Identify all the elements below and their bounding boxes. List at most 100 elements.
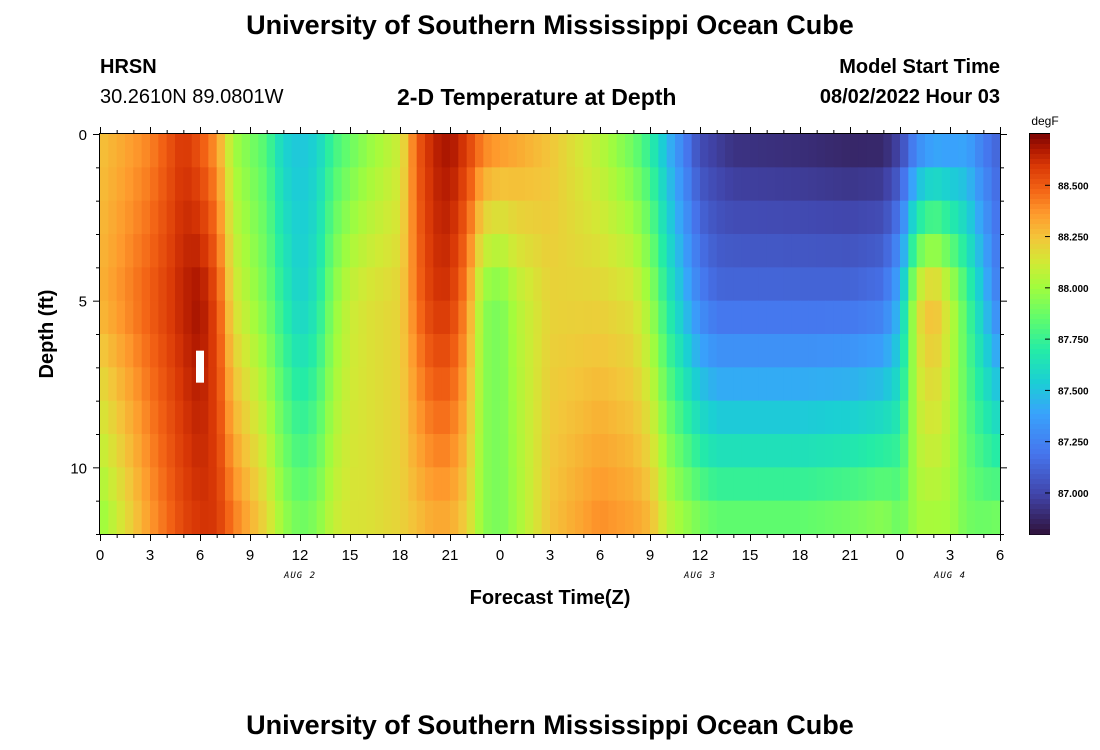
heatmap-cell <box>958 200 968 235</box>
heatmap-cell <box>858 300 868 335</box>
heatmap-cell <box>233 467 243 502</box>
heatmap-cell <box>100 134 109 168</box>
colorbar-segment <box>1030 319 1050 325</box>
heatmap-cell <box>558 134 568 168</box>
heatmap-cell <box>250 467 259 502</box>
heatmap-cell <box>850 134 859 168</box>
heatmap-cell <box>691 500 701 535</box>
heatmap-cell <box>958 467 968 502</box>
heatmap-cell <box>741 500 751 535</box>
heatmap-cell <box>500 400 509 435</box>
heatmap-cell <box>316 134 326 168</box>
colorbar-segment <box>1030 224 1050 230</box>
heatmap-cell <box>508 167 518 202</box>
heatmap-cell <box>158 167 168 202</box>
heatmap-cell <box>758 434 768 468</box>
heatmap-cell <box>266 200 276 235</box>
heatmap-cell <box>250 134 259 168</box>
heatmap-cell <box>183 467 193 502</box>
heatmap-cell <box>258 434 268 468</box>
heatmap-cell <box>833 400 843 435</box>
heatmap-cell <box>916 167 926 202</box>
heatmap-cell <box>591 500 601 535</box>
heatmap-cell <box>441 267 451 302</box>
heatmap-cell <box>383 300 393 335</box>
heatmap-cell <box>641 500 651 535</box>
heatmap-cell <box>791 367 801 402</box>
heatmap-cell <box>333 200 343 235</box>
colorbar-segment <box>1030 464 1050 470</box>
heatmap-cell <box>491 134 501 168</box>
heatmap-cell <box>408 334 418 368</box>
heatmap-cell <box>666 334 676 368</box>
heatmap-cell <box>516 134 526 168</box>
heatmap-cell <box>491 400 501 435</box>
heatmap-cell <box>125 334 134 368</box>
colorbar-unit-label: degF <box>1031 114 1058 128</box>
colorbar-segment <box>1030 209 1050 215</box>
heatmap-cell <box>641 367 651 402</box>
heatmap-cell <box>341 467 351 502</box>
heatmap-cell <box>591 400 601 435</box>
heatmap-cell <box>516 300 526 335</box>
heatmap-cell <box>625 300 634 335</box>
colorbar-segment <box>1030 324 1050 330</box>
heatmap-cell <box>483 500 493 535</box>
heatmap-cell <box>466 200 476 235</box>
heatmap-cell <box>825 300 834 335</box>
heatmap-cell <box>475 400 484 435</box>
heatmap-cell <box>650 167 659 202</box>
heatmap-cell <box>700 134 709 168</box>
heatmap-cell <box>841 400 851 435</box>
heatmap-cell <box>333 400 343 435</box>
heatmap-cell <box>125 500 134 535</box>
heatmap-cell <box>608 267 618 302</box>
heatmap-cell <box>816 434 826 468</box>
heatmap-cell <box>200 367 209 402</box>
heatmap-cell <box>741 434 751 468</box>
heatmap-cell <box>558 267 568 302</box>
heatmap-cell <box>633 467 643 502</box>
heatmap-cell <box>175 300 184 335</box>
heatmap-cell <box>675 167 684 202</box>
heatmap-cell <box>716 334 726 368</box>
heatmap-cell <box>566 167 576 202</box>
heatmap-cell <box>416 500 426 535</box>
heatmap-cell <box>133 234 143 268</box>
heatmap-cell <box>666 300 676 335</box>
heatmap-cell <box>483 234 493 268</box>
heatmap-cell <box>383 234 393 268</box>
heatmap-cell <box>558 500 568 535</box>
heatmap-cell <box>116 267 126 302</box>
heatmap-cell <box>775 267 784 302</box>
heatmap-cell <box>825 367 834 402</box>
colorbar-segment <box>1030 499 1050 505</box>
heatmap-cell <box>358 134 368 168</box>
heatmap-cell <box>441 167 451 202</box>
heatmap-cell <box>283 367 293 402</box>
heatmap-cell <box>333 300 343 335</box>
heatmap-cell <box>775 467 784 502</box>
heatmap-cell <box>441 400 451 435</box>
heatmap-cell <box>908 167 918 202</box>
heatmap-cell <box>900 467 909 502</box>
heatmap-cell <box>850 434 859 468</box>
heatmap-cell <box>366 334 376 368</box>
heatmap-cell <box>391 167 401 202</box>
heatmap-cell <box>466 500 476 535</box>
heatmap-cell <box>341 300 351 335</box>
heatmap-cell <box>100 267 109 302</box>
heatmap-cell <box>966 500 976 535</box>
heatmap-cell <box>200 467 209 502</box>
heatmap-cell <box>316 234 326 268</box>
heatmap-cell <box>566 367 576 402</box>
heatmap-cell <box>700 434 709 468</box>
heatmap-cell <box>200 200 209 235</box>
heatmap-cell <box>975 367 984 402</box>
heatmap-cell <box>916 467 926 502</box>
heatmap-cell <box>200 434 209 468</box>
heatmap-cell <box>216 434 226 468</box>
heatmap-cell <box>408 234 418 268</box>
heatmap-cell <box>991 434 1001 468</box>
heatmap-cell <box>583 234 593 268</box>
